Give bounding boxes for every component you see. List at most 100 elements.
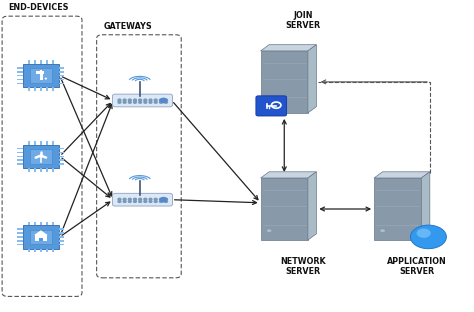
Bar	[59, 240, 64, 241]
Bar	[46, 249, 48, 252]
Bar	[59, 163, 64, 165]
Circle shape	[159, 198, 162, 200]
FancyBboxPatch shape	[112, 193, 173, 206]
Circle shape	[139, 201, 142, 202]
Bar	[28, 141, 30, 145]
Bar	[40, 73, 43, 80]
Bar	[34, 168, 36, 172]
Bar	[18, 232, 23, 234]
Circle shape	[134, 198, 137, 200]
Bar	[34, 141, 36, 145]
Circle shape	[134, 201, 137, 202]
Circle shape	[139, 99, 142, 101]
Circle shape	[154, 101, 157, 103]
Polygon shape	[34, 230, 48, 235]
Bar	[52, 60, 54, 64]
Bar	[40, 168, 42, 172]
FancyBboxPatch shape	[23, 145, 59, 168]
Bar	[18, 148, 23, 149]
Bar	[18, 244, 23, 246]
Bar	[59, 79, 64, 80]
Polygon shape	[261, 51, 308, 113]
Bar	[18, 152, 23, 153]
Circle shape	[164, 101, 167, 103]
Bar	[59, 75, 64, 76]
Bar	[59, 71, 64, 73]
Bar	[40, 70, 42, 71]
Bar	[46, 141, 48, 145]
Circle shape	[159, 201, 162, 202]
Bar	[18, 83, 23, 84]
Circle shape	[128, 99, 131, 101]
Circle shape	[154, 201, 157, 202]
Circle shape	[159, 99, 162, 101]
Circle shape	[118, 201, 121, 202]
Text: END-DEVICES: END-DEVICES	[9, 3, 69, 12]
Circle shape	[128, 201, 131, 202]
Bar	[18, 79, 23, 80]
Circle shape	[266, 229, 272, 232]
Circle shape	[380, 229, 385, 232]
FancyBboxPatch shape	[30, 230, 52, 244]
FancyBboxPatch shape	[112, 94, 173, 107]
Bar	[28, 60, 30, 64]
Bar	[59, 156, 64, 157]
Bar	[40, 249, 42, 252]
Circle shape	[123, 101, 126, 103]
Circle shape	[118, 198, 121, 200]
Circle shape	[149, 101, 152, 103]
Bar	[35, 235, 47, 241]
Circle shape	[160, 197, 167, 202]
Bar	[52, 168, 54, 172]
Bar	[34, 249, 36, 252]
FancyBboxPatch shape	[23, 64, 59, 87]
Bar	[59, 159, 64, 161]
Bar	[59, 228, 64, 230]
Circle shape	[123, 198, 126, 200]
Bar	[59, 67, 64, 69]
Bar	[59, 83, 64, 84]
Bar	[18, 228, 23, 230]
Polygon shape	[261, 172, 317, 178]
Bar	[59, 148, 64, 149]
Circle shape	[144, 201, 147, 202]
Bar	[18, 163, 23, 165]
Bar	[28, 249, 30, 252]
Circle shape	[164, 99, 167, 101]
Bar	[52, 222, 54, 225]
Circle shape	[159, 101, 162, 103]
Bar	[46, 222, 48, 225]
Circle shape	[123, 99, 126, 101]
Circle shape	[164, 198, 167, 200]
Circle shape	[164, 201, 167, 202]
Polygon shape	[374, 172, 430, 178]
Bar	[18, 67, 23, 69]
Polygon shape	[261, 178, 308, 240]
Circle shape	[134, 101, 137, 103]
Bar	[39, 238, 43, 241]
Circle shape	[149, 201, 152, 202]
Circle shape	[266, 102, 272, 105]
Bar	[40, 60, 42, 64]
FancyBboxPatch shape	[256, 96, 287, 116]
Bar	[46, 60, 48, 64]
Circle shape	[134, 99, 137, 101]
Circle shape	[144, 198, 147, 200]
Bar	[59, 244, 64, 246]
Polygon shape	[308, 45, 317, 113]
Circle shape	[149, 198, 152, 200]
Bar	[18, 156, 23, 157]
Bar	[34, 60, 36, 64]
Bar	[40, 87, 42, 91]
Polygon shape	[308, 172, 317, 240]
Text: NETWORK
SERVER: NETWORK SERVER	[280, 257, 326, 276]
Polygon shape	[374, 178, 421, 240]
Bar	[18, 240, 23, 241]
Bar	[40, 222, 42, 225]
Circle shape	[139, 198, 142, 200]
Circle shape	[154, 99, 157, 101]
Bar	[40, 141, 42, 145]
Polygon shape	[45, 77, 47, 80]
Bar	[18, 71, 23, 73]
Bar	[34, 87, 36, 91]
